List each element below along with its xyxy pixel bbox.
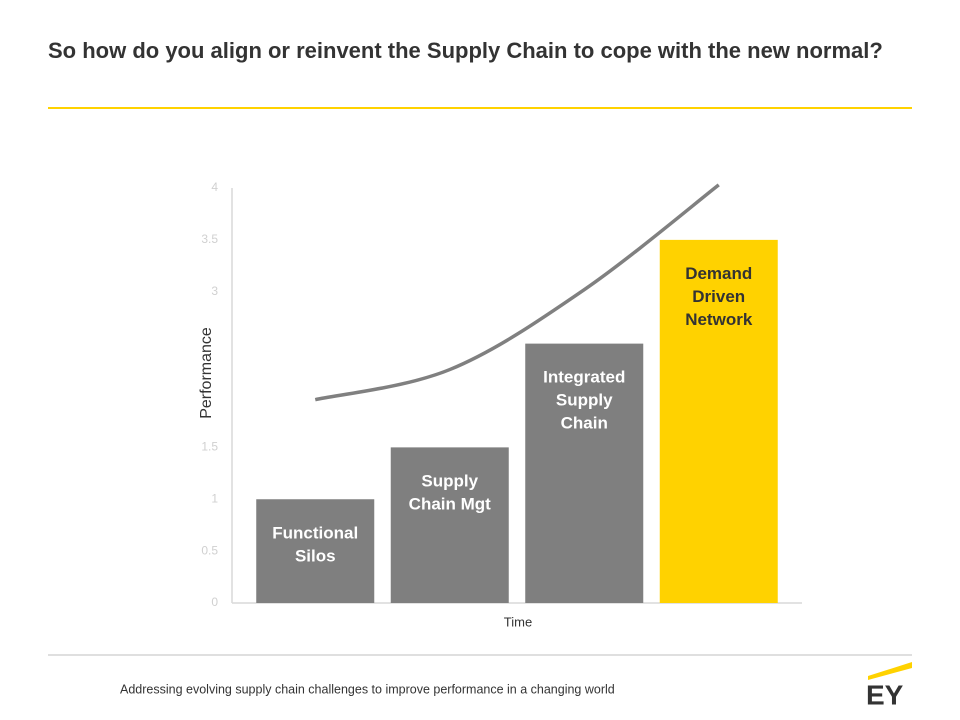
y-axis-title: Performance	[198, 327, 215, 419]
bar-label: Functional Silos	[272, 524, 358, 566]
bar-label-line: Functional	[272, 524, 358, 543]
y-tick-label: 1.5	[201, 440, 218, 454]
y-tick-label: 3	[211, 284, 218, 298]
bar-label-line: Supply	[421, 472, 478, 491]
bar	[256, 499, 375, 603]
bar-label-line: Network	[685, 310, 753, 329]
bar-label-line: Integrated	[543, 368, 625, 387]
logo-mark	[868, 662, 912, 680]
bar-label-line: Supply	[556, 391, 613, 410]
bar-label: Demand Driven Network	[685, 264, 753, 329]
logo-text: EY	[866, 679, 904, 710]
y-tick-label: 4	[211, 180, 218, 194]
bar	[390, 447, 509, 603]
bar-label: Integrated Supply Chain	[543, 368, 625, 433]
y-tick-label: 0	[211, 595, 218, 609]
y-tick-label: 0.5	[201, 543, 218, 557]
bar-label-line: Silos	[295, 547, 336, 566]
footer-text: Addressing evolving supply chain challen…	[120, 682, 615, 696]
bar	[659, 239, 778, 603]
bar	[525, 343, 644, 603]
bar-label: Supply Chain Mgt	[409, 472, 491, 514]
bar-label-line: Chain Mgt	[409, 495, 491, 514]
y-tick-label: 3.5	[201, 232, 218, 246]
y-tick-label: 1	[211, 491, 218, 505]
bar-label-line: Chain	[561, 414, 608, 433]
performance-curve	[314, 183, 720, 402]
bar-label-line: Driven	[692, 287, 745, 306]
x-axis-title: Time	[504, 614, 532, 629]
bar-label-line: Demand	[685, 264, 752, 283]
slide-title: So how do you align or reinvent the Supp…	[48, 38, 883, 63]
